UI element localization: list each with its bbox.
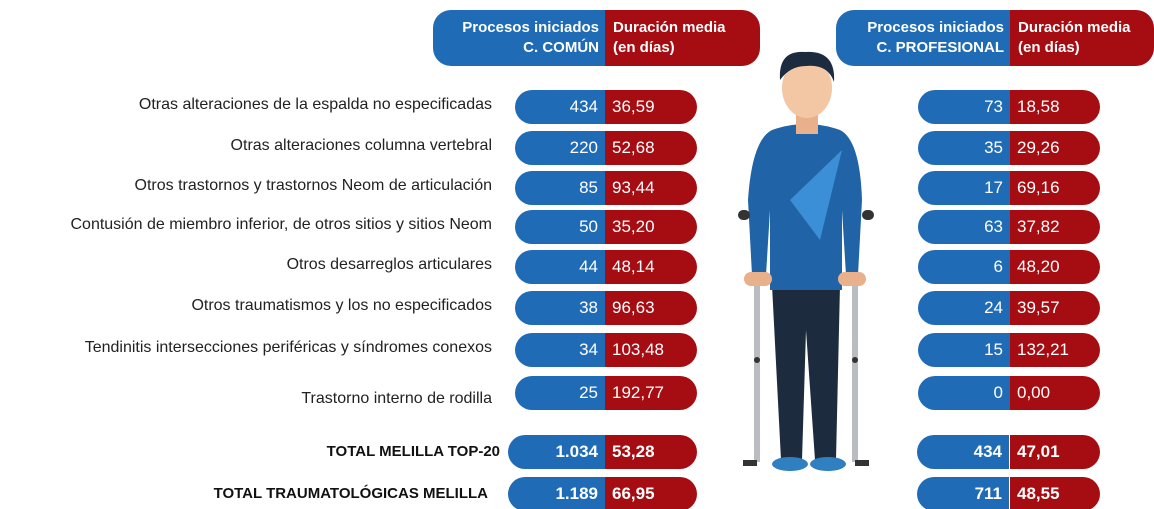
duracion-cell: 132,21 — [1010, 333, 1100, 367]
procesos-cell: 6 — [918, 250, 1010, 284]
duracion-cell: 52,68 — [605, 131, 697, 165]
procesos-cell: 25 — [515, 376, 605, 410]
duracion-cell: 192,77 — [605, 376, 697, 410]
header-line: Duración media — [1018, 19, 1131, 36]
header-line: (en días) — [613, 39, 675, 56]
duracion-cell: 93,44 — [605, 171, 697, 205]
procesos-cell: 24 — [918, 291, 1010, 325]
duracion-cell: 47,01 — [1010, 435, 1100, 469]
duracion-cell: 39,57 — [1010, 291, 1100, 325]
duracion-cell: 66,95 — [605, 477, 697, 509]
procesos-cell: 38 — [515, 291, 605, 325]
duracion-cell: 35,20 — [605, 210, 697, 244]
header-line: (en días) — [1018, 39, 1080, 56]
procesos-cell: 15 — [918, 333, 1010, 367]
row-label: Contusión de miembro inferior, de otros … — [70, 216, 492, 233]
procesos-cell: 434 — [515, 90, 605, 124]
row-label: Trastorno interno de rodilla — [301, 390, 492, 407]
duracion-cell: 36,59 — [605, 90, 697, 124]
duracion-cell: 0,00 — [1010, 376, 1100, 410]
duracion-cell: 29,26 — [1010, 131, 1100, 165]
row-label: Otras alteraciones columna vertebral — [230, 137, 492, 154]
header-duracion: Duración media (en días) — [605, 10, 760, 66]
procesos-cell: 44 — [515, 250, 605, 284]
duracion-cell: 103,48 — [605, 333, 697, 367]
total-label: TOTAL TRAUMATOLÓGICAS MELILLA — [213, 485, 488, 502]
duracion-cell: 48,14 — [605, 250, 697, 284]
duracion-cell: 48,55 — [1010, 477, 1100, 509]
procesos-cell: 434 — [917, 435, 1009, 469]
procesos-cell: 50 — [515, 210, 605, 244]
duracion-cell: 69,16 — [1010, 171, 1100, 205]
header-line: C. COMÚN — [523, 39, 599, 56]
header-line: Procesos iniciados — [462, 19, 599, 36]
procesos-cell: 17 — [918, 171, 1010, 205]
header-line: Duración media — [613, 19, 726, 36]
duracion-cell: 96,63 — [605, 291, 697, 325]
procesos-cell: 220 — [515, 131, 605, 165]
duracion-cell: 53,28 — [605, 435, 697, 469]
row-label: Otros desarreglos articulares — [286, 256, 492, 273]
procesos-cell: 63 — [918, 210, 1010, 244]
procesos-cell: 35 — [918, 131, 1010, 165]
procesos-cell: 711 — [917, 477, 1009, 509]
row-label: Otras alteraciones de la espalda no espe… — [138, 96, 492, 113]
duracion-cell: 48,20 — [1010, 250, 1100, 284]
procesos-cell: 0 — [918, 376, 1010, 410]
header-line: C. PROFESIONAL — [876, 39, 1004, 56]
header-line: Procesos iniciados — [867, 19, 1004, 36]
row-label: Otros traumatismos y los no especificado… — [191, 297, 492, 314]
header-procesos: Procesos iniciados C. PROFESIONAL — [836, 10, 1010, 66]
procesos-cell: 73 — [918, 90, 1010, 124]
total-label: TOTAL MELILLA TOP-20 — [326, 443, 500, 460]
procesos-cell: 85 — [515, 171, 605, 205]
header-procesos: Procesos iniciados C. COMÚN — [433, 10, 605, 66]
procesos-cell: 1.189 — [508, 477, 605, 509]
procesos-cell: 34 — [515, 333, 605, 367]
row-label: Tendinitis intersecciones periféricas y … — [84, 339, 492, 356]
row-label: Otros trastornos y trastornos Neom de ar… — [134, 177, 492, 194]
procesos-cell: 1.034 — [508, 435, 605, 469]
header-duracion: Duración media (en días) — [1010, 10, 1154, 66]
duracion-cell: 18,58 — [1010, 90, 1100, 124]
duracion-cell: 37,82 — [1010, 210, 1100, 244]
